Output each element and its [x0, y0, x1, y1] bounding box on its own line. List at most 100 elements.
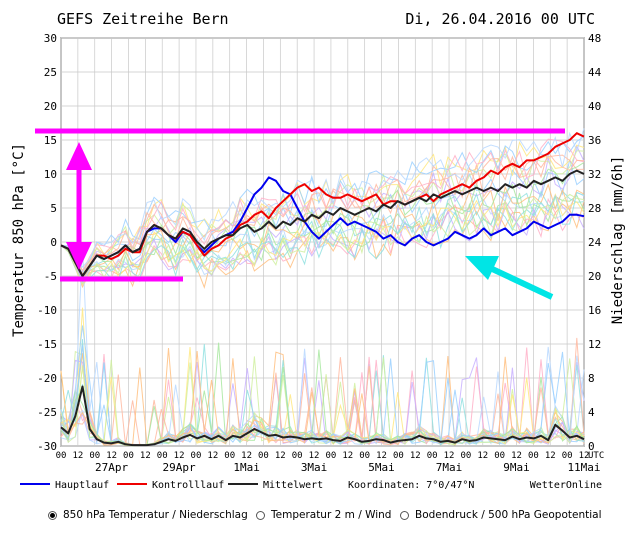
y-tick-label: 10 — [44, 168, 57, 181]
x-hour-label: 00 — [292, 451, 303, 461]
ensemble-temp-line — [60, 151, 585, 272]
x-day-label: 9Mai — [503, 461, 530, 474]
y2-tick-label: 0 — [588, 440, 595, 453]
axes: 302520151050-5-10-15-20-25-3048444036322… — [37, 32, 604, 474]
range-arrow-head-down — [66, 242, 92, 270]
x-hour-label: 12 — [511, 451, 522, 461]
radio-button[interactable] — [48, 510, 57, 520]
y-axis-label: Temperatur 850 hPa [°C] — [11, 143, 27, 337]
x-hour-label: 00 — [157, 451, 168, 461]
cyan-arrow-shaft — [486, 264, 554, 300]
y2-tick-label: 12 — [588, 338, 601, 351]
x-hour-label: 12 — [309, 451, 320, 461]
x-hour-label: 00 — [528, 451, 539, 461]
y-tick-label: 30 — [44, 32, 57, 45]
y2-tick-label: 40 — [588, 100, 601, 113]
x-hour-label: 12 — [410, 451, 421, 461]
mittelwert-precip-line — [60, 385, 585, 447]
y2-tick-label: 28 — [588, 202, 601, 215]
x-day-label: 7Mai — [436, 461, 463, 474]
y2-tick-label: 44 — [588, 66, 602, 79]
y-tick-label: 5 — [50, 202, 57, 215]
ensemble-temp-line — [60, 192, 585, 283]
x-day-label: 11Mai — [567, 461, 600, 474]
mittelwert-line — [60, 169, 585, 277]
main-series — [60, 132, 585, 447]
koordinaten-label: Koordinaten: 7°0/47°N — [348, 480, 474, 491]
y2-tick-label: 36 — [588, 134, 601, 147]
x-hour-label: 00 — [326, 451, 337, 461]
legend-label: Hauptlauf — [55, 480, 109, 491]
x-hour-label: 00 — [56, 451, 67, 461]
x-day-label: 29Apr — [163, 461, 196, 474]
x-day-label: 5Mai — [368, 461, 395, 474]
x-day-label: 27Apr — [95, 461, 128, 474]
x-hour-label: 00 — [89, 451, 100, 461]
radio-temp-2m[interactable]: Temperatur 2 m / Wind — [256, 509, 391, 521]
range-arrow-head-up — [66, 142, 92, 170]
x-hour-label: 12 — [444, 451, 455, 461]
radio-button[interactable] — [400, 510, 409, 520]
x-hour-label: 12 — [174, 451, 185, 461]
y-tick-label: -5 — [44, 270, 57, 283]
radio-850hpa[interactable]: 850 hPa Temperatur / Niederschlag — [48, 509, 248, 521]
brand-label: WetterOnline — [530, 480, 602, 491]
x-hour-label: 00 — [123, 451, 134, 461]
x-day-label: 1Mai — [233, 461, 260, 474]
y2-tick-label: 20 — [588, 270, 601, 283]
ensemble-temp-line — [60, 193, 585, 286]
x-hour-label: 00 — [258, 451, 269, 461]
radio-button[interactable] — [256, 510, 265, 520]
y-tick-label: -15 — [37, 338, 57, 351]
x-hour-label: 00 — [191, 451, 202, 461]
x-hour-label: 12 — [579, 451, 590, 461]
y2-tick-label: 32 — [588, 168, 601, 181]
x-hour-label: 12 — [275, 451, 286, 461]
cyan-arrow-head — [465, 256, 499, 280]
radio-bodendruck[interactable]: Bodendruck / 500 hPa Geopotential — [400, 509, 602, 521]
ensemble-temp-line — [60, 191, 585, 284]
y2-tick-label: 16 — [588, 304, 601, 317]
y-tick-label: 0 — [50, 236, 57, 249]
ensemble-precip-line — [60, 349, 585, 447]
x-hour-label: 00 — [359, 451, 370, 461]
legend-label: Kontrolllauf — [152, 480, 224, 491]
y-tick-label: -10 — [37, 304, 57, 317]
y-tick-label: -25 — [37, 406, 57, 419]
run-date: Di, 26.04.2016 00 UTC — [405, 10, 595, 28]
y-tick-label: -30 — [37, 440, 57, 453]
x-hour-label: 00 — [460, 451, 471, 461]
y-tick-label: -20 — [37, 372, 57, 385]
x-day-label: 3Mai — [301, 461, 328, 474]
x-hour-label: 12 — [140, 451, 151, 461]
x-hour-label: 12 — [207, 451, 218, 461]
ensemble-temp-line — [60, 150, 585, 273]
x-hour-label: 12 — [106, 451, 117, 461]
x-hour-label: 00 — [494, 451, 505, 461]
chart-title: GEFS Zeitreihe Bern — [57, 10, 229, 28]
radio-label: 850 hPa Temperatur / Niederschlag — [63, 509, 248, 521]
ensemble-temp-line — [60, 192, 585, 286]
y2-tick-label: 24 — [588, 236, 602, 249]
x-hour-label: 00 — [427, 451, 438, 461]
x-hour-label: 12 — [342, 451, 353, 461]
ensemble-temp-line — [60, 193, 585, 285]
annotations — [35, 128, 565, 300]
legend: Hauptlauf Kontrolllauf Mittelwert Koordinat… — [20, 480, 602, 491]
radio-label: Bodendruck / 500 hPa Geopotential — [415, 509, 602, 521]
y2-tick-label: 48 — [588, 32, 601, 45]
y-tick-label: 25 — [44, 66, 57, 79]
x-hour-label: 12 — [241, 451, 252, 461]
y-tick-label: 20 — [44, 100, 57, 113]
y-tick-label: 15 — [44, 134, 57, 147]
x-hour-label: 00 — [562, 451, 573, 461]
x-hour-label: 00 — [224, 451, 235, 461]
x-hour-label: 12 — [545, 451, 556, 461]
y2-tick-label: 8 — [588, 372, 595, 385]
x-hour-label: 12 — [72, 451, 83, 461]
x-hour-label: UTC — [588, 451, 604, 461]
x-hour-label: 00 — [393, 451, 404, 461]
radio-label: Temperatur 2 m / Wind — [271, 509, 392, 521]
y2-tick-label: 4 — [588, 406, 595, 419]
x-hour-label: 12 — [376, 451, 387, 461]
